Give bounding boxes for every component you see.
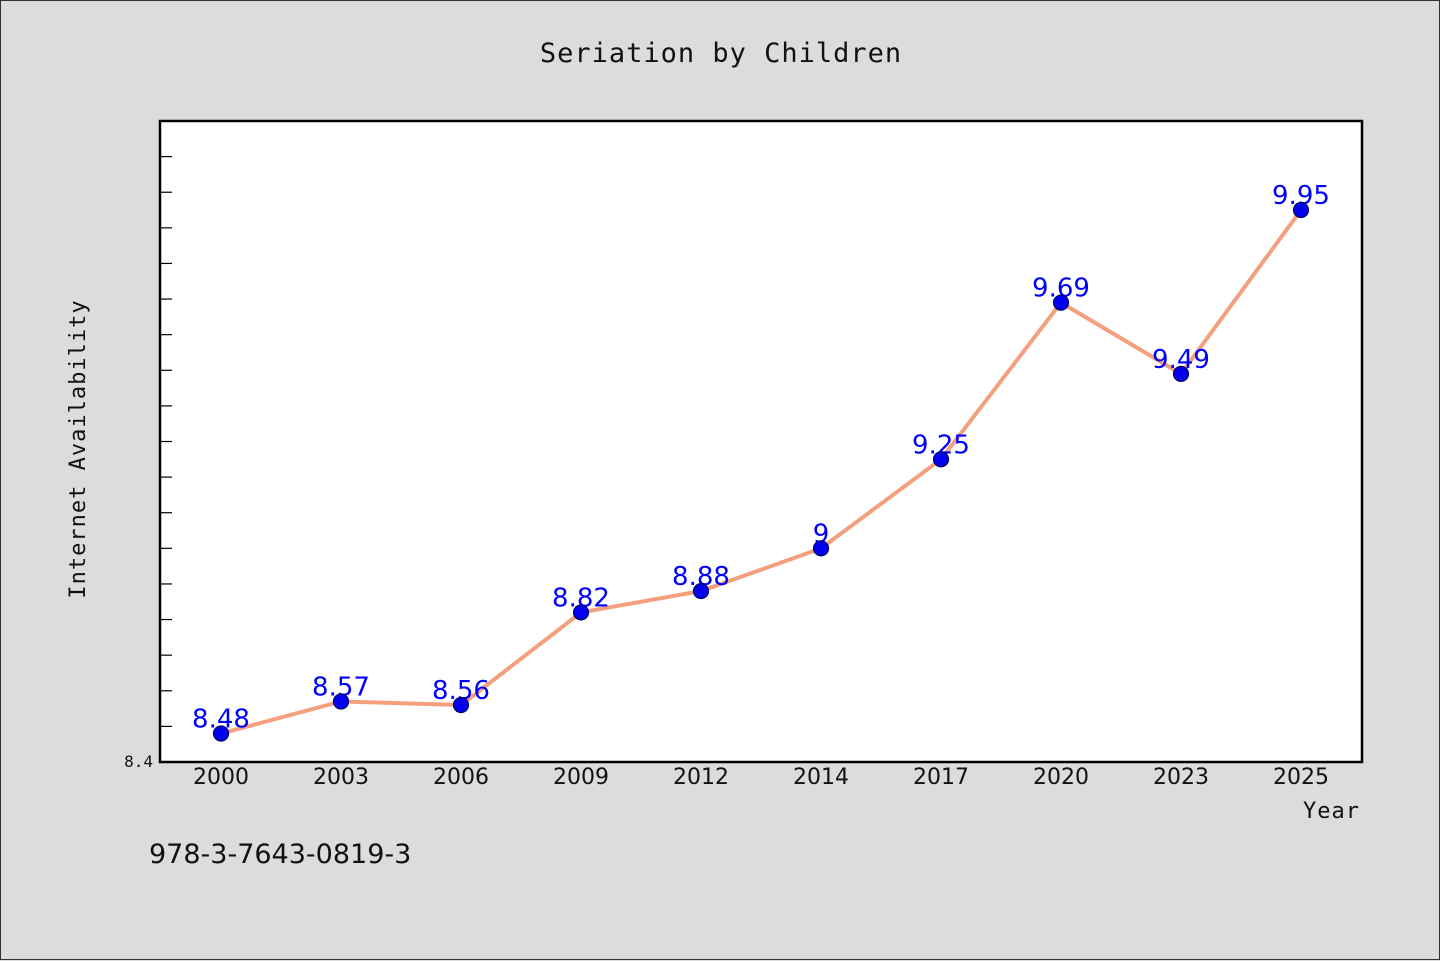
data-point: [1052, 294, 1070, 311]
data-point: [932, 451, 950, 468]
x-axis-tick-labels: 2000 2003 2006 2009 2012 2014 2017 2020 2023 2025: [193, 765, 1329, 790]
data-point: [332, 693, 350, 710]
data-point: [212, 725, 230, 742]
x-tick-label: 2006: [433, 765, 489, 790]
x-axis-label: Year: [1303, 799, 1360, 824]
plot-area: [158, 119, 1364, 764]
data-point: [812, 540, 830, 557]
data-point: [1172, 365, 1190, 382]
x-tick-label: 2020: [1033, 765, 1089, 790]
y-axis-ticks: [160, 156, 172, 727]
x-tick-label: 2025: [1273, 765, 1329, 790]
y-tick-label-min: 8.4: [124, 752, 153, 771]
data-point: [692, 582, 710, 600]
x-tick-label: 2023: [1153, 765, 1209, 790]
series-line: [219, 208, 1303, 736]
y-axis-label: Internet Availability: [66, 299, 91, 598]
x-tick-label: 2003: [313, 765, 369, 790]
footnote: 978-3-7643-0819-3: [149, 839, 411, 870]
x-tick-label: 2000: [193, 765, 249, 790]
x-tick-label: 2017: [913, 765, 969, 790]
x-tick-label: 2014: [793, 765, 849, 790]
chart-title: Seriation by Children: [540, 38, 902, 69]
data-point: [1292, 201, 1310, 219]
x-tick-label: 2012: [673, 765, 729, 790]
data-point: [572, 604, 590, 621]
data-point: [452, 696, 470, 714]
x-tick-label: 2009: [553, 765, 609, 790]
